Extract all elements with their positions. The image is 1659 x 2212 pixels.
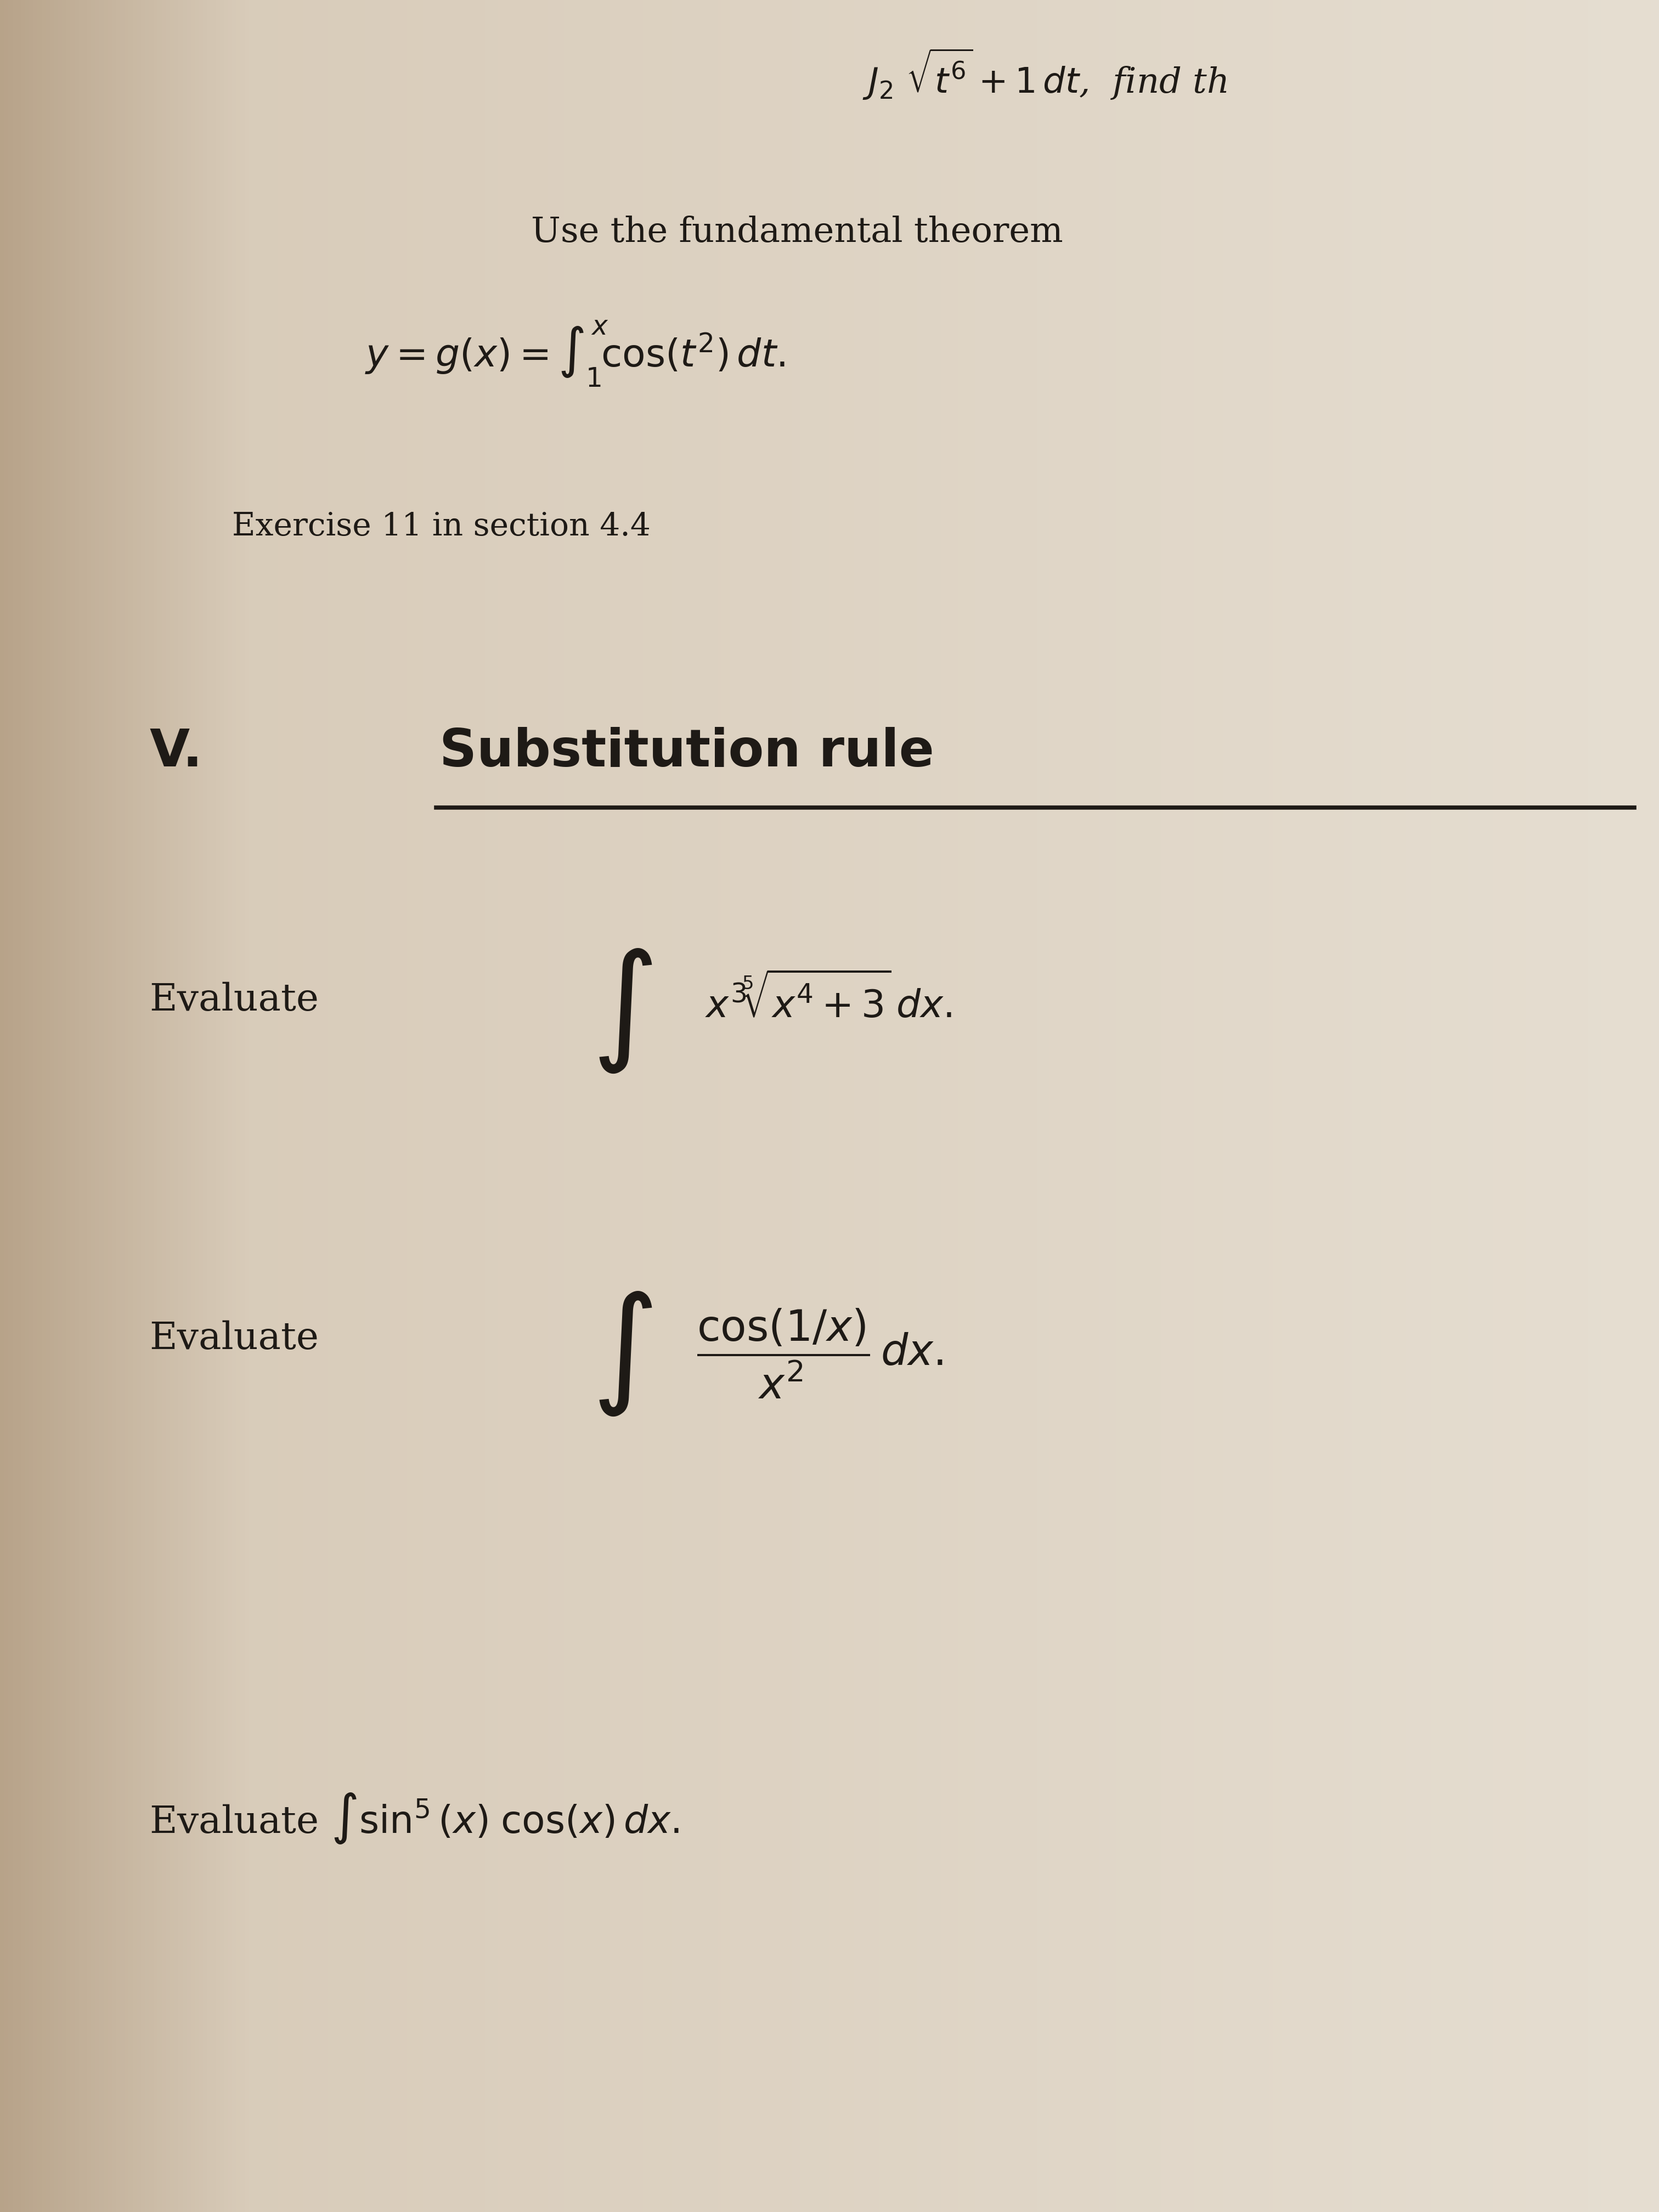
Text: Use the fundamental theorem: Use the fundamental theorem [531, 215, 1063, 250]
Text: $\int$: $\int$ [592, 947, 652, 1075]
Text: $\dfrac{\cos(1/x)}{x^2}\,dx.$: $\dfrac{\cos(1/x)}{x^2}\,dx.$ [697, 1307, 944, 1400]
Text: Evaluate $\int \sin^5(x)\;\cos(x)\,dx.$: Evaluate $\int \sin^5(x)\;\cos(x)\,dx.$ [149, 1792, 679, 1845]
Text: V.: V. [149, 728, 202, 776]
Text: Exercise 11 in section 4.4: Exercise 11 in section 4.4 [232, 511, 650, 542]
Text: Evaluate: Evaluate [149, 982, 319, 1018]
Text: $\mathit{J_2}$ $\mathit{\sqrt{t^6}+1\,dt}$,  find th: $\mathit{J_2}$ $\mathit{\sqrt{t^6}+1\,dt… [863, 46, 1228, 102]
Text: $\int$: $\int$ [592, 1290, 652, 1418]
Text: $x^3 \!\sqrt[5]{x^4+3}\,dx.$: $x^3 \!\sqrt[5]{x^4+3}\,dx.$ [705, 973, 952, 1026]
Text: $y = g(x) = \int_1^{x} \!\cos(t^2)\,dt.$: $y = g(x) = \int_1^{x} \!\cos(t^2)\,dt.$ [365, 319, 785, 389]
Text: Evaluate: Evaluate [149, 1321, 319, 1356]
Text: Substitution rule: Substitution rule [440, 728, 934, 776]
